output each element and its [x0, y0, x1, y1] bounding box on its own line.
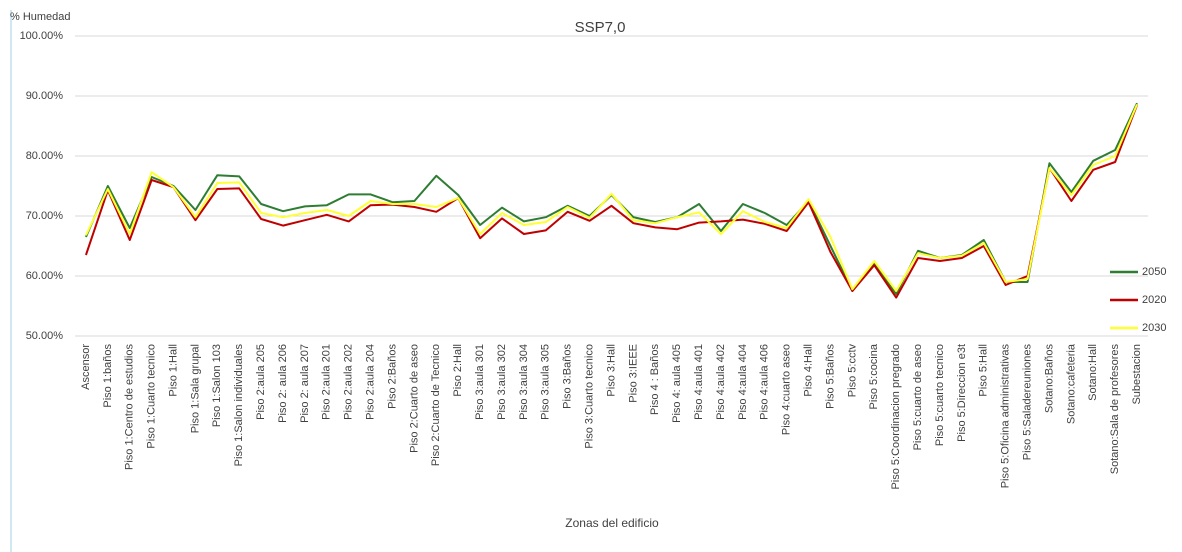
- legend-label: 2050: [1142, 266, 1166, 278]
- x-tick-label: Piso 5:cuarto de aseo: [912, 344, 924, 450]
- x-tick-label: Piso 5:Hall: [978, 344, 990, 397]
- x-tick-label: Piso 2:Hall: [452, 344, 464, 397]
- x-tick-label: Piso 4:aula 401: [693, 344, 705, 420]
- x-tick-label: Piso 5:Coordinacion pregrado: [890, 344, 902, 490]
- x-tick-label: Piso 3:Hall: [605, 344, 617, 397]
- x-tick-label: Piso 1:Salon individuales: [233, 344, 245, 467]
- x-axis-label: Zonas del edificio: [565, 516, 659, 530]
- y-tick-label: 90.00%: [26, 90, 64, 102]
- y-tick-label: 100.00%: [20, 30, 64, 42]
- y-tick-label: 50.00%: [26, 330, 64, 342]
- x-tick-label: Piso 4:aula 406: [759, 344, 771, 420]
- x-tick-label: Piso 4:aula 402: [715, 344, 727, 420]
- x-tick-label: Piso 2:aula 202: [343, 344, 355, 420]
- x-tick-label: Piso 3:aula 301: [474, 344, 486, 420]
- x-tick-label: Piso 2:aula 201: [321, 344, 333, 420]
- x-tick-label: Piso 2:Cuarto de Tecnico: [430, 344, 442, 466]
- x-tick-label: Piso 2: aula 206: [277, 344, 289, 423]
- x-tick-label: Piso 4:Hall: [802, 344, 814, 397]
- line-series: [85, 104, 1138, 299]
- x-tick-label: Piso 4: aula 405: [671, 344, 683, 423]
- x-tick-label: Piso 4 : Baños: [649, 344, 661, 415]
- x-tick-label: Piso 1:baños: [102, 344, 114, 408]
- legend-label: 2020: [1142, 294, 1166, 306]
- x-tick-label: Piso 5:cctv: [846, 344, 858, 398]
- x-tick-label: Piso 3:Baños: [562, 344, 574, 409]
- x-tick-label: Sotano:Hall: [1087, 344, 1099, 401]
- x-tick-label: Piso 3:aula 302: [496, 344, 508, 420]
- x-tick-label: Piso 1:Centro de estudios: [124, 344, 136, 470]
- y-tick-label: 60.00%: [26, 270, 64, 282]
- x-tick-label: Piso 3:Cuarto tecnico: [584, 344, 596, 449]
- x-tick-label: Piso 5:Direccion e3t: [956, 344, 968, 442]
- y-axis-label: % Humedad: [10, 11, 71, 23]
- x-tick-label: Sotano:Sala de profesores: [1109, 344, 1121, 475]
- line-series: [85, 104, 1138, 292]
- x-tick-label: Piso 1:Hall: [167, 344, 179, 397]
- y-tick-label: 70.00%: [26, 210, 64, 222]
- x-tick-label: Piso 2:aula 205: [255, 344, 267, 420]
- x-tick-label: Piso 5:Baños: [824, 344, 836, 409]
- x-tick-label: Piso 3:aula 305: [540, 344, 552, 420]
- x-tick-label: Piso 5:cocina: [868, 343, 880, 409]
- x-tick-label: Sotano:cafeteria: [1065, 343, 1077, 424]
- x-tick-label: Piso 2:Baños: [386, 344, 398, 409]
- x-tick-label: Piso 2:aula 204: [365, 344, 377, 420]
- x-tick-label: Piso 5:Oficina administrativas: [1000, 344, 1012, 489]
- x-tick-label: Piso 3:IEEE: [627, 344, 639, 403]
- x-tick-label: Piso 2: aula 207: [299, 344, 311, 423]
- x-tick-label: Subestacion: [1131, 344, 1143, 405]
- x-tick-label: Piso 2:Cuarto de aseo: [408, 344, 420, 453]
- line-series: [85, 102, 1138, 295]
- x-tick-label: Piso 4:aula 404: [737, 344, 749, 420]
- x-tick-label: Piso 1:Cuarto tecnico: [146, 344, 158, 449]
- chart-title: SSP7,0: [575, 19, 626, 36]
- x-tick-label: Piso 5:cuarto tecnico: [934, 344, 946, 446]
- x-tick-label: Piso 5:Saladereuniones: [1021, 344, 1033, 461]
- legend-label: 2030: [1142, 322, 1166, 334]
- x-tick-label: Piso 3:aula 304: [518, 344, 530, 420]
- y-tick-label: 80.00%: [26, 150, 64, 162]
- x-tick-label: Sotano:Baños: [1043, 344, 1055, 414]
- x-tick-label: Piso 4:cuarto aseo: [781, 344, 793, 435]
- x-tick-label: Piso 1:Sala grupal: [189, 344, 201, 433]
- x-tick-label: Ascensor: [80, 344, 92, 390]
- x-tick-label: Piso 1:Salon 103: [211, 344, 223, 427]
